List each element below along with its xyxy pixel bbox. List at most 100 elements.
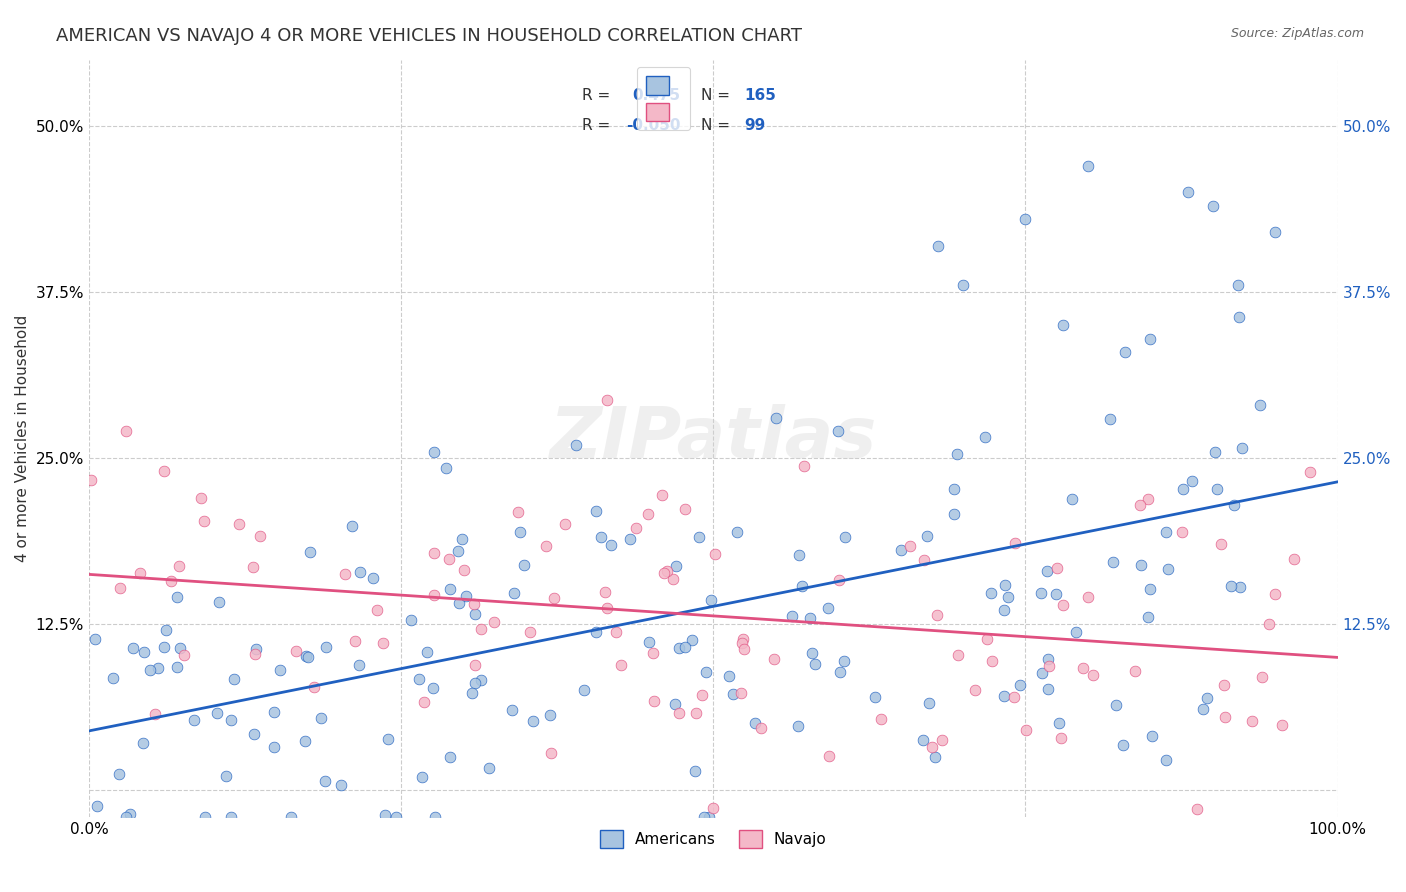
Point bbox=[898, 539, 921, 553]
Point bbox=[1077, 590, 1099, 604]
Point bbox=[509, 525, 531, 540]
Point bbox=[399, 613, 422, 627]
Point bbox=[993, 690, 1015, 704]
Point bbox=[295, 648, 318, 663]
Point bbox=[596, 392, 619, 407]
Point bbox=[263, 705, 285, 719]
Point bbox=[700, 592, 723, 607]
Point bbox=[626, 521, 648, 535]
Point bbox=[361, 571, 384, 585]
Point bbox=[108, 766, 131, 780]
Point bbox=[86, 799, 108, 814]
Point bbox=[155, 623, 177, 637]
Point bbox=[439, 750, 461, 764]
Point bbox=[695, 665, 717, 680]
Point bbox=[643, 694, 665, 708]
Point bbox=[911, 732, 934, 747]
Point bbox=[411, 771, 433, 785]
Point bbox=[780, 609, 803, 624]
Point bbox=[1156, 754, 1178, 768]
Point bbox=[952, 278, 974, 293]
Point bbox=[1197, 691, 1219, 706]
Point bbox=[461, 686, 484, 700]
Y-axis label: 4 or more Vehicles in Household: 4 or more Vehicles in Household bbox=[15, 315, 30, 562]
Point bbox=[733, 642, 755, 657]
Point bbox=[610, 657, 633, 672]
Point bbox=[943, 483, 966, 497]
Point bbox=[103, 671, 125, 685]
Point bbox=[690, 688, 713, 702]
Point bbox=[463, 597, 485, 611]
Point bbox=[912, 552, 935, 566]
Point bbox=[662, 572, 685, 586]
Point bbox=[1171, 525, 1194, 540]
Point bbox=[166, 660, 188, 674]
Point bbox=[1230, 442, 1253, 456]
Point bbox=[1114, 344, 1136, 359]
Point bbox=[818, 749, 841, 764]
Point bbox=[1185, 802, 1208, 816]
Point bbox=[1139, 332, 1161, 346]
Point bbox=[243, 727, 266, 741]
Point bbox=[450, 533, 472, 547]
Point bbox=[311, 711, 333, 725]
Point bbox=[976, 632, 998, 646]
Point bbox=[190, 491, 212, 505]
Point bbox=[593, 585, 616, 599]
Point bbox=[153, 464, 176, 478]
Point bbox=[478, 761, 501, 775]
Point bbox=[456, 589, 478, 603]
Point bbox=[84, 632, 107, 647]
Point bbox=[731, 636, 754, 650]
Point bbox=[245, 641, 267, 656]
Point bbox=[1137, 492, 1160, 507]
Point bbox=[423, 546, 446, 560]
Point bbox=[863, 690, 886, 705]
Point bbox=[600, 538, 623, 552]
Point bbox=[1060, 491, 1083, 506]
Point bbox=[744, 715, 766, 730]
Point bbox=[1002, 690, 1025, 705]
Point bbox=[1049, 731, 1071, 745]
Point bbox=[115, 810, 138, 824]
Point bbox=[222, 672, 245, 686]
Point bbox=[585, 504, 607, 518]
Point bbox=[1223, 498, 1246, 512]
Point bbox=[344, 633, 367, 648]
Point bbox=[997, 590, 1019, 604]
Point bbox=[830, 665, 852, 679]
Point bbox=[1258, 616, 1281, 631]
Point bbox=[108, 581, 131, 595]
Point bbox=[1010, 678, 1032, 692]
Point bbox=[374, 808, 396, 822]
Point bbox=[1036, 652, 1059, 666]
Point bbox=[413, 695, 436, 709]
Text: -0.050: -0.050 bbox=[626, 118, 681, 133]
Point bbox=[1130, 558, 1153, 572]
Point bbox=[228, 517, 250, 532]
Point bbox=[1081, 668, 1104, 682]
Point bbox=[1123, 664, 1146, 678]
Point bbox=[146, 661, 169, 675]
Point bbox=[132, 645, 155, 659]
Text: R =: R = bbox=[582, 88, 610, 103]
Point bbox=[215, 769, 238, 783]
Point bbox=[1264, 587, 1286, 601]
Point bbox=[1052, 318, 1074, 333]
Point bbox=[1140, 729, 1163, 743]
Point bbox=[423, 444, 446, 458]
Point bbox=[205, 706, 228, 720]
Point bbox=[1112, 739, 1135, 753]
Point bbox=[314, 773, 336, 788]
Point bbox=[115, 425, 138, 439]
Point bbox=[727, 525, 749, 540]
Point bbox=[1204, 445, 1226, 459]
Point bbox=[543, 591, 565, 605]
Point bbox=[208, 595, 231, 609]
Point bbox=[139, 663, 162, 677]
Point bbox=[425, 810, 447, 824]
Point bbox=[702, 801, 724, 815]
Point bbox=[506, 505, 529, 519]
Point bbox=[793, 459, 815, 474]
Point bbox=[652, 566, 675, 580]
